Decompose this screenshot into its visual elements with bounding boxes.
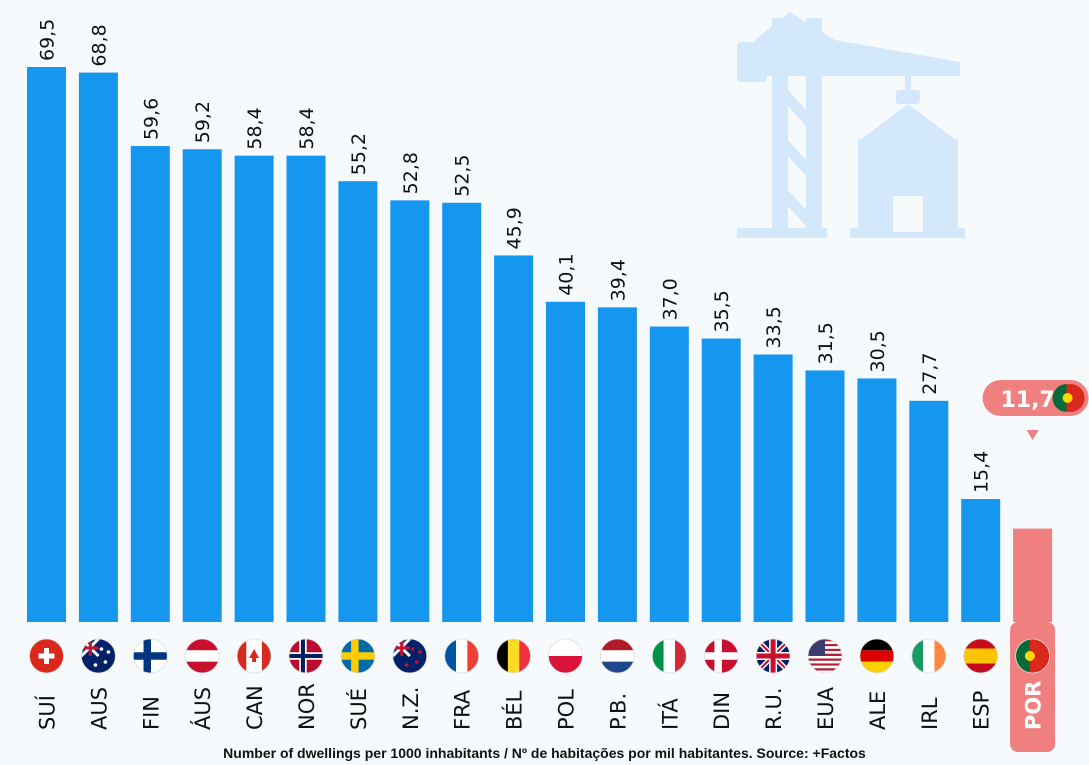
crane-house-icon xyxy=(737,12,965,238)
switzerland-flag-icon xyxy=(29,638,64,674)
category-label: ESP xyxy=(970,691,994,730)
category-label: ALE xyxy=(866,691,890,730)
bar-austria xyxy=(182,149,222,622)
category-label: DIN xyxy=(710,692,734,730)
value-label: 45,9 xyxy=(504,207,526,249)
chart-caption: Number of dwellings per 1000 inhabitants… xyxy=(223,745,866,761)
germany-flag-icon xyxy=(859,638,895,674)
bar-canada xyxy=(234,155,274,622)
australia-flag-icon xyxy=(81,638,116,674)
category-label: AUS xyxy=(87,687,111,730)
france-flag-icon xyxy=(444,638,480,674)
belgium-flag-icon xyxy=(496,638,531,674)
value-label: 39,4 xyxy=(607,259,629,301)
value-label: 69,5 xyxy=(37,19,59,61)
usa-flag-icon xyxy=(807,638,843,674)
spain-flag-icon xyxy=(963,638,999,674)
category-label: SUÍ xyxy=(35,695,60,730)
value-label: 27,7 xyxy=(919,352,941,394)
bar-united-kingdom xyxy=(753,354,793,622)
category-label: POL xyxy=(555,689,579,730)
pointer-triangle-icon xyxy=(1026,430,1039,440)
bar-usa xyxy=(805,370,845,622)
category-label: NOR xyxy=(295,683,319,730)
bar-poland xyxy=(546,301,585,622)
canada-flag-icon xyxy=(236,638,272,674)
category-label: ITÁ xyxy=(657,698,682,730)
value-label: 59,6 xyxy=(140,98,162,140)
bar-new-zealand xyxy=(390,200,430,622)
sweden-flag-icon xyxy=(340,638,376,674)
austria-flag-icon xyxy=(184,638,220,674)
category-label: FIN xyxy=(139,696,163,730)
portugal-flag-icon xyxy=(1015,638,1050,674)
value-label: 55,2 xyxy=(348,133,370,175)
bar-switzerland xyxy=(27,67,66,622)
ireland-flag-icon xyxy=(911,638,947,674)
value-label: 37,0 xyxy=(659,278,681,320)
bar-sweden xyxy=(338,181,378,622)
category-label: BÉL xyxy=(502,690,527,730)
bar-denmark xyxy=(701,338,741,622)
category-label: CAN xyxy=(243,685,267,730)
value-label: 31,5 xyxy=(815,322,837,364)
united-kingdom-flag-icon xyxy=(755,638,791,674)
value-label: 59,2 xyxy=(192,101,214,143)
norway-flag-icon xyxy=(288,638,324,674)
bar-portugal xyxy=(1013,528,1053,622)
category-label: EUA xyxy=(814,686,838,730)
portugal-flag-icon xyxy=(1052,384,1085,412)
value-label: 58,4 xyxy=(296,107,318,149)
value-label: 52,5 xyxy=(452,154,474,196)
value-label: 52,8 xyxy=(400,152,422,194)
poland-flag-icon xyxy=(548,638,583,674)
highlight-value-badge: 11,7 xyxy=(982,380,1089,440)
highlight-value-label: 11,7 xyxy=(1000,388,1054,413)
bar-norway xyxy=(286,155,326,622)
category-label: FRA xyxy=(451,689,475,730)
italy-flag-icon xyxy=(651,638,687,674)
category-label: P.B. xyxy=(606,693,630,730)
new-zealand-flag-icon xyxy=(392,638,428,674)
bar-belgium xyxy=(494,255,534,622)
bar-netherlands xyxy=(597,307,637,622)
bar-ireland xyxy=(909,400,949,622)
bar-france xyxy=(442,202,482,622)
bar-finland xyxy=(130,146,170,622)
category-label: N.Z. xyxy=(399,687,423,730)
category-label: SUÉ xyxy=(346,688,371,730)
bar-italy xyxy=(649,326,689,622)
category-label: R.U. xyxy=(762,687,786,730)
value-label: 68,8 xyxy=(88,24,110,66)
value-label: 33,5 xyxy=(763,306,785,348)
bar-spain xyxy=(961,499,1001,622)
value-label: 35,5 xyxy=(711,290,733,332)
category-label: IRL xyxy=(918,697,942,730)
value-label: 58,4 xyxy=(244,107,266,149)
value-label: 40,1 xyxy=(556,253,578,295)
bar-australia xyxy=(78,72,118,623)
value-label: 15,4 xyxy=(971,451,993,493)
netherlands-flag-icon xyxy=(600,638,635,674)
category-label: ÁUS xyxy=(190,687,215,730)
finland-flag-icon xyxy=(132,638,168,674)
denmark-flag-icon xyxy=(703,638,739,674)
value-label: 30,5 xyxy=(867,330,889,372)
bar-germany xyxy=(857,378,897,622)
category-label: POR xyxy=(1022,681,1046,730)
